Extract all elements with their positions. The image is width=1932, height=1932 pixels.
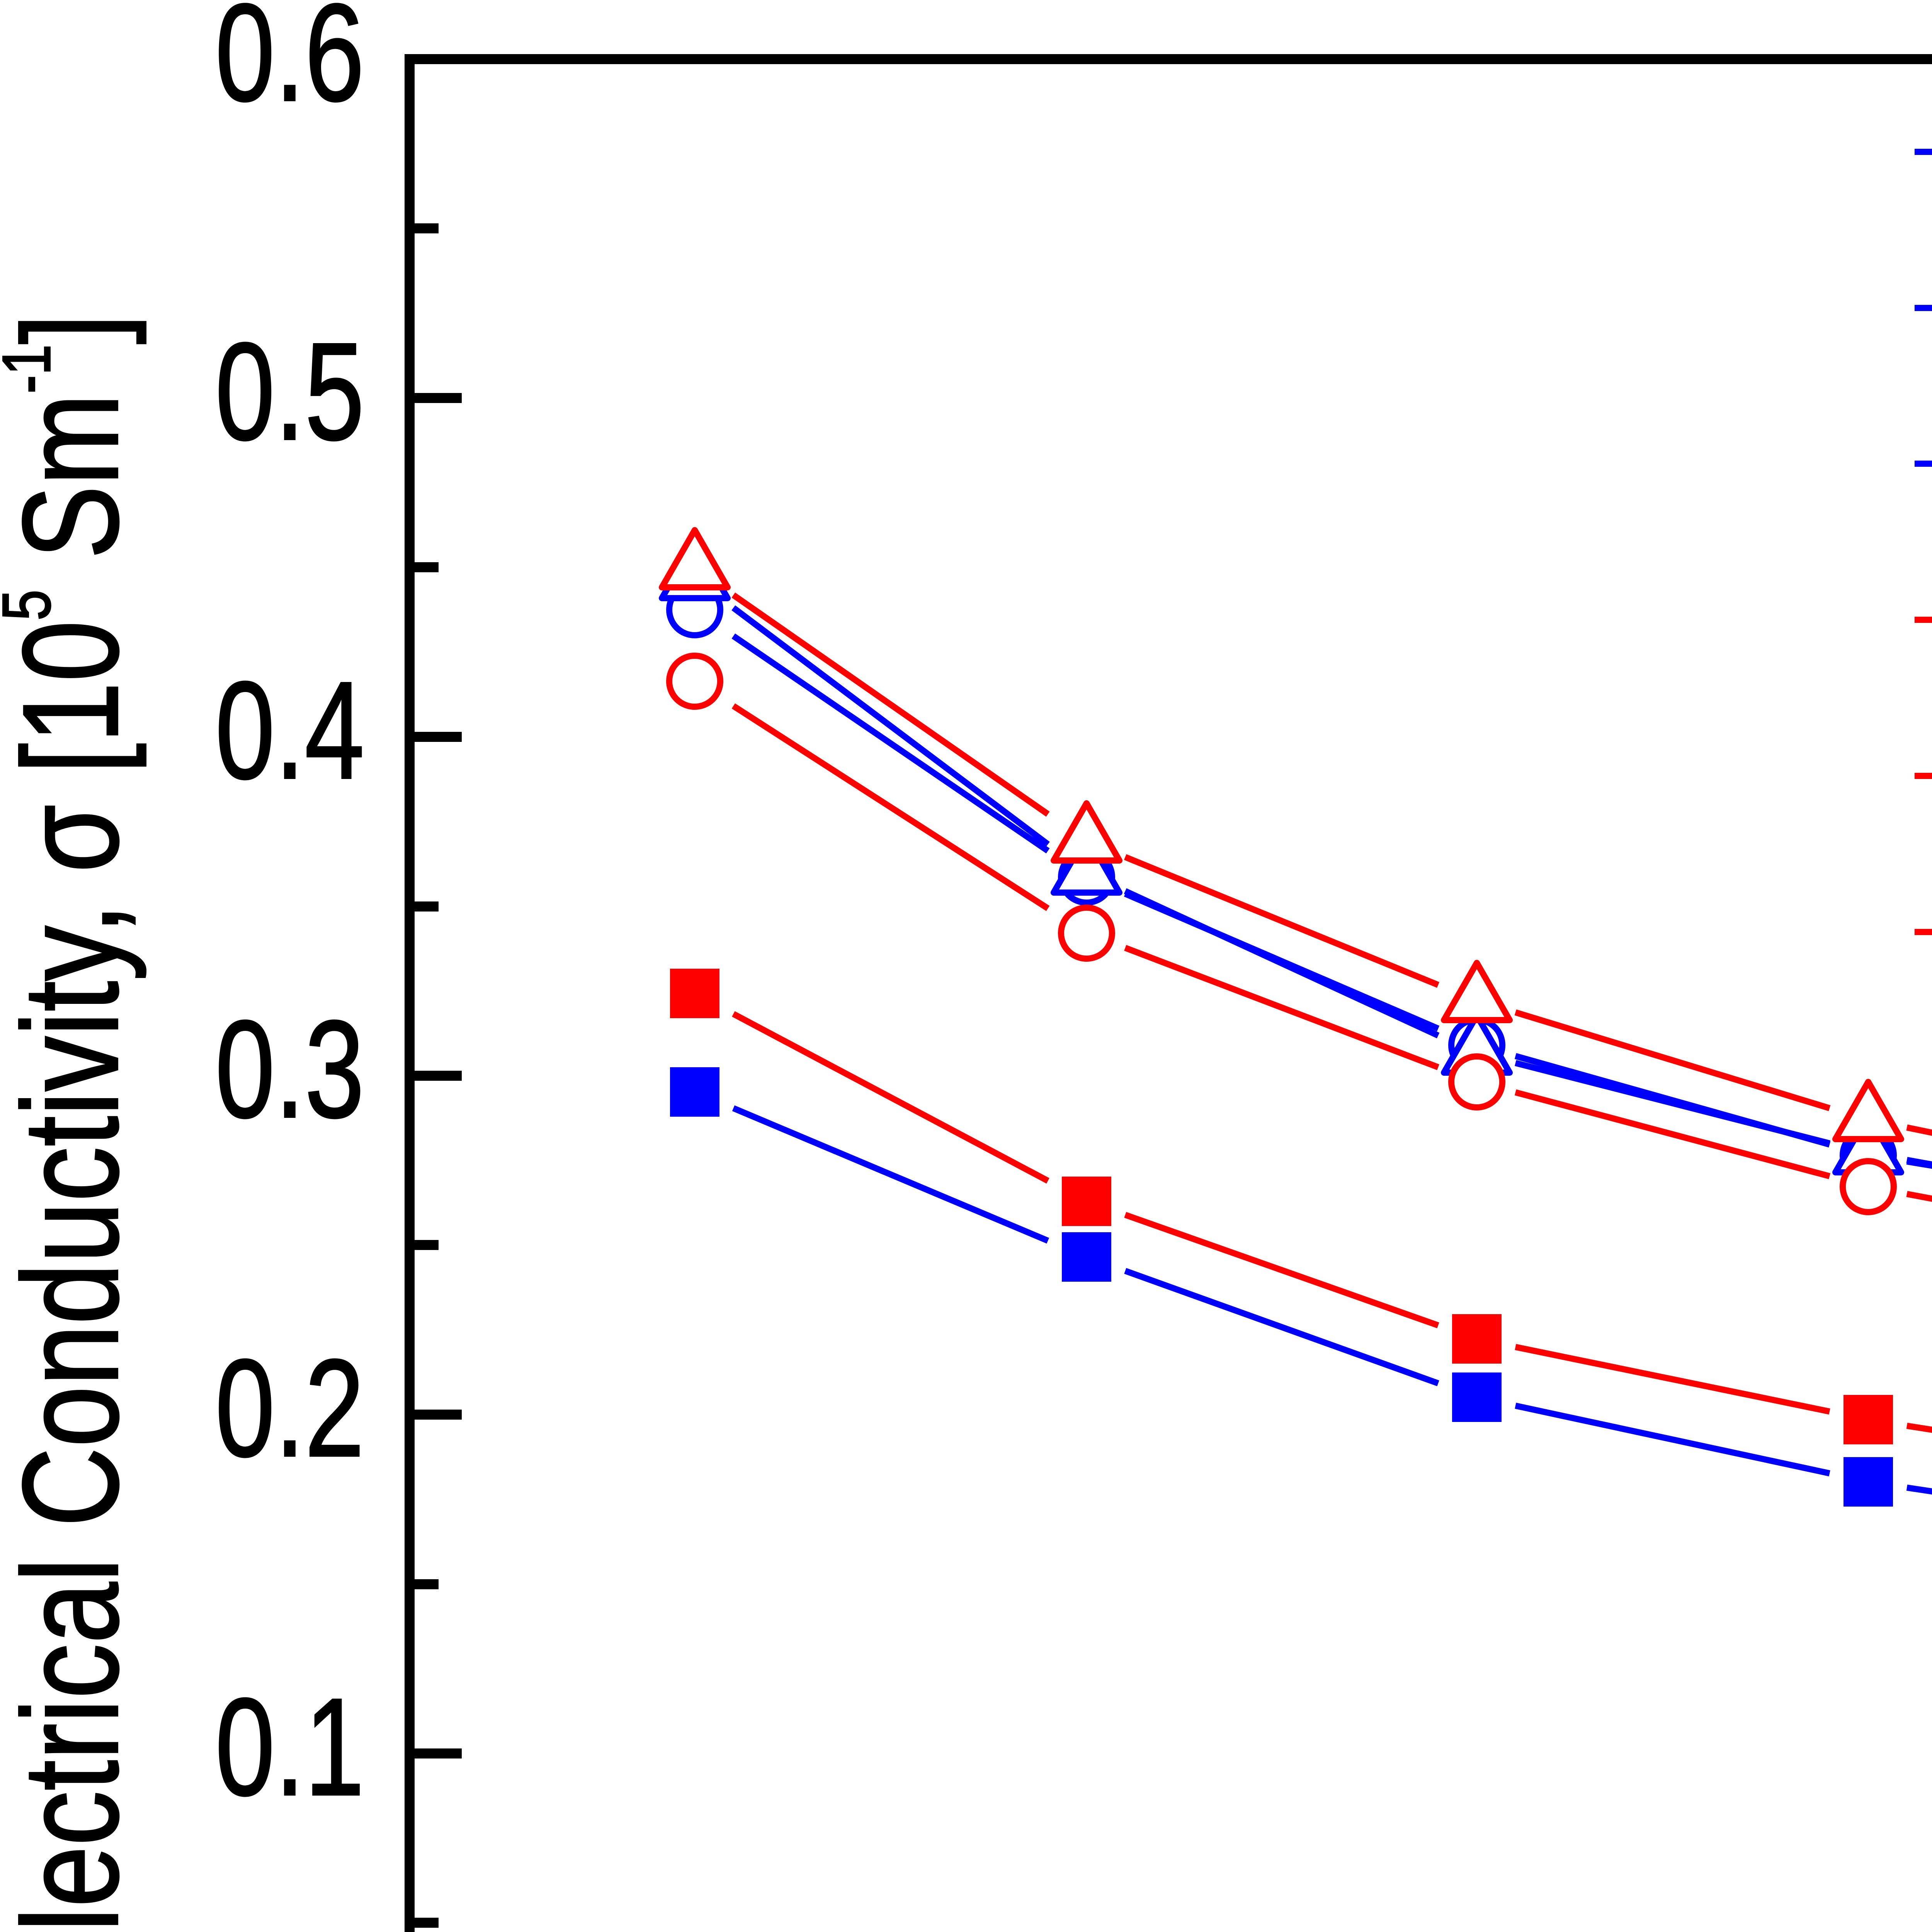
svg-text:0.4: 0.4 [215, 653, 364, 808]
svg-text:Electrical Conductivity, σ [10: Electrical Conductivity, σ [105 Sm-1] [0, 314, 147, 1932]
svg-text:0.6: 0.6 [215, 0, 364, 130]
svg-text:0.3: 0.3 [215, 992, 364, 1147]
svg-text:0.5: 0.5 [215, 314, 364, 469]
svg-text:0.1: 0.1 [215, 1670, 364, 1825]
svg-text:0.2: 0.2 [215, 1331, 364, 1486]
